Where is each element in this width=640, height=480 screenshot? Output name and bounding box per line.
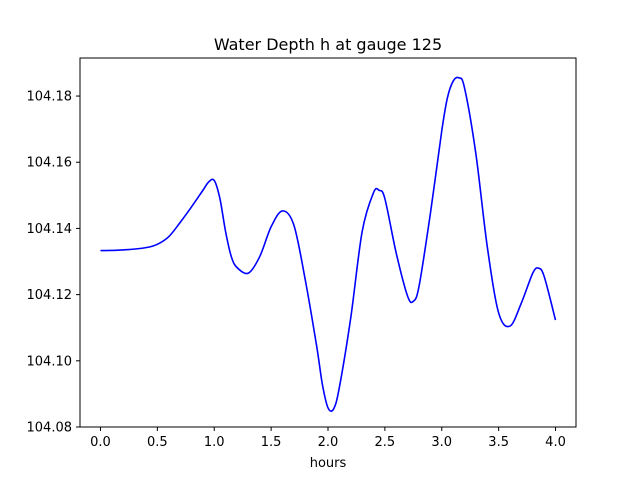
x-tick-label: 0.5	[147, 435, 168, 450]
x-axis-label: hours	[310, 456, 347, 471]
x-tick-label: 1.5	[261, 435, 282, 450]
x-tick-label: 2.0	[318, 435, 339, 450]
x-tick-label: 1.0	[204, 435, 225, 450]
x-tick-label: 4.0	[545, 435, 566, 450]
x-tick-label: 0.0	[90, 435, 111, 450]
y-tick-label: 104.08	[27, 421, 73, 436]
series-line	[100, 76, 557, 412]
x-tick-label: 3.0	[431, 435, 452, 450]
x-tick-label: 3.5	[488, 435, 509, 450]
chart-title: Water Depth h at gauge 125	[214, 35, 442, 54]
y-tick-label: 104.16	[27, 156, 73, 171]
y-tick-label: 104.14	[27, 222, 73, 237]
y-tick-label: 104.12	[27, 288, 73, 303]
y-tick-label: 104.18	[27, 90, 73, 105]
x-axis: 0.0 0.5 1.0 1.5 2.0 2.5 3.0 3.5 4.0	[90, 427, 566, 450]
y-tick-label: 104.10	[27, 354, 73, 369]
y-axis: 104.08 104.10 104.12 104.14 104.16 104.18	[27, 90, 80, 436]
plot-area	[100, 76, 557, 412]
x-tick-label: 2.5	[375, 435, 396, 450]
